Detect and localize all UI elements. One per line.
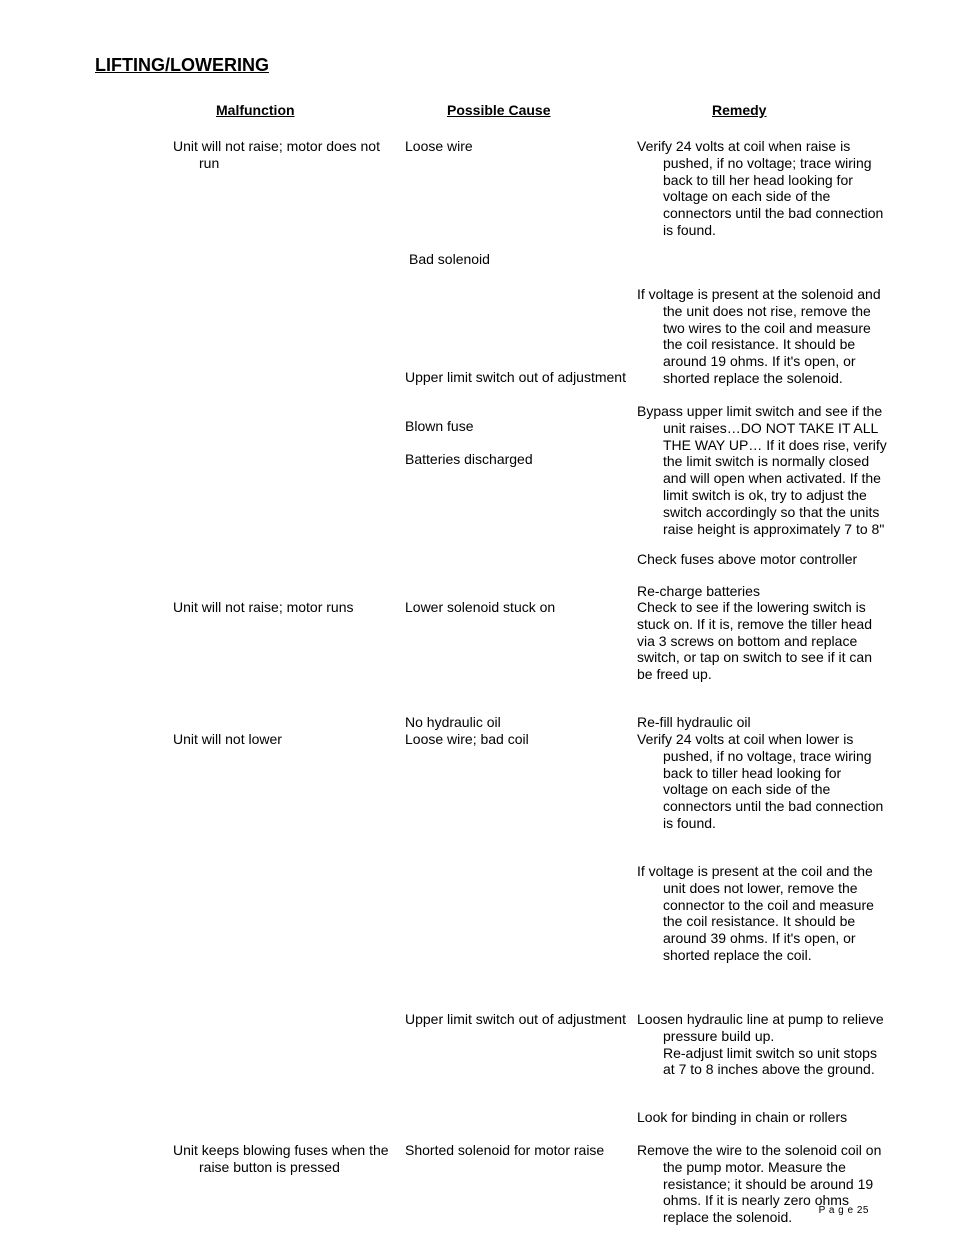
cause-row: Batteries discharged [405, 451, 533, 468]
malfunction-row: Unit will not raise; motor does not run [173, 138, 403, 172]
cause-row: Shorted solenoid for motor raise [405, 1142, 604, 1159]
remedy-row: Bypass upper limit switch and see if the… [637, 403, 887, 537]
remedy-row: Re-charge batteries [637, 583, 760, 600]
cause-row: Lower solenoid stuck on [405, 599, 555, 616]
page-number: P a g e 25 [819, 1205, 869, 1217]
cause-row: Loose wire; bad coil [405, 731, 529, 748]
remedy-row: Verify 24 volts at coil when lower is pu… [637, 731, 887, 832]
malfunction-row: Unit keeps blowing fuses when the raise … [173, 1142, 403, 1176]
remedy-row: Look for binding in chain or rollers [637, 1109, 847, 1126]
header-possible-cause: Possible Cause [447, 102, 551, 119]
remedy-row: If voltage is present at the coil and th… [637, 863, 887, 964]
remedy-row: Check to see if the lowering switch is s… [637, 599, 887, 683]
malfunction-row: Unit will not raise; motor runs [173, 599, 354, 616]
document-page: LIFTING/LOWERING Malfunction Possible Ca… [0, 0, 954, 1235]
remedy-row: Check fuses above motor controller [637, 551, 857, 568]
cause-row: Blown fuse [405, 418, 473, 435]
section-title: LIFTING/LOWERING [95, 55, 269, 77]
cause-row: Bad solenoid [405, 251, 490, 268]
header-malfunction: Malfunction [216, 102, 295, 119]
cause-row: Loose wire [405, 138, 473, 155]
remedy-row: Loosen hydraulic line at pump to relieve… [637, 1011, 887, 1078]
malfunction-row: Unit will not lower [173, 731, 282, 748]
cause-row: No hydraulic oil [405, 714, 501, 731]
cause-row: Upper limit switch out of adjustment [405, 369, 626, 386]
remedy-row: If voltage is present at the solenoid an… [637, 286, 887, 387]
header-remedy: Remedy [712, 102, 766, 119]
remedy-row: Verify 24 volts at coil when raise is pu… [637, 138, 887, 239]
cause-row: Upper limit switch out of adjustment [405, 1011, 626, 1028]
remedy-row: Re-fill hydraulic oil [637, 714, 751, 731]
